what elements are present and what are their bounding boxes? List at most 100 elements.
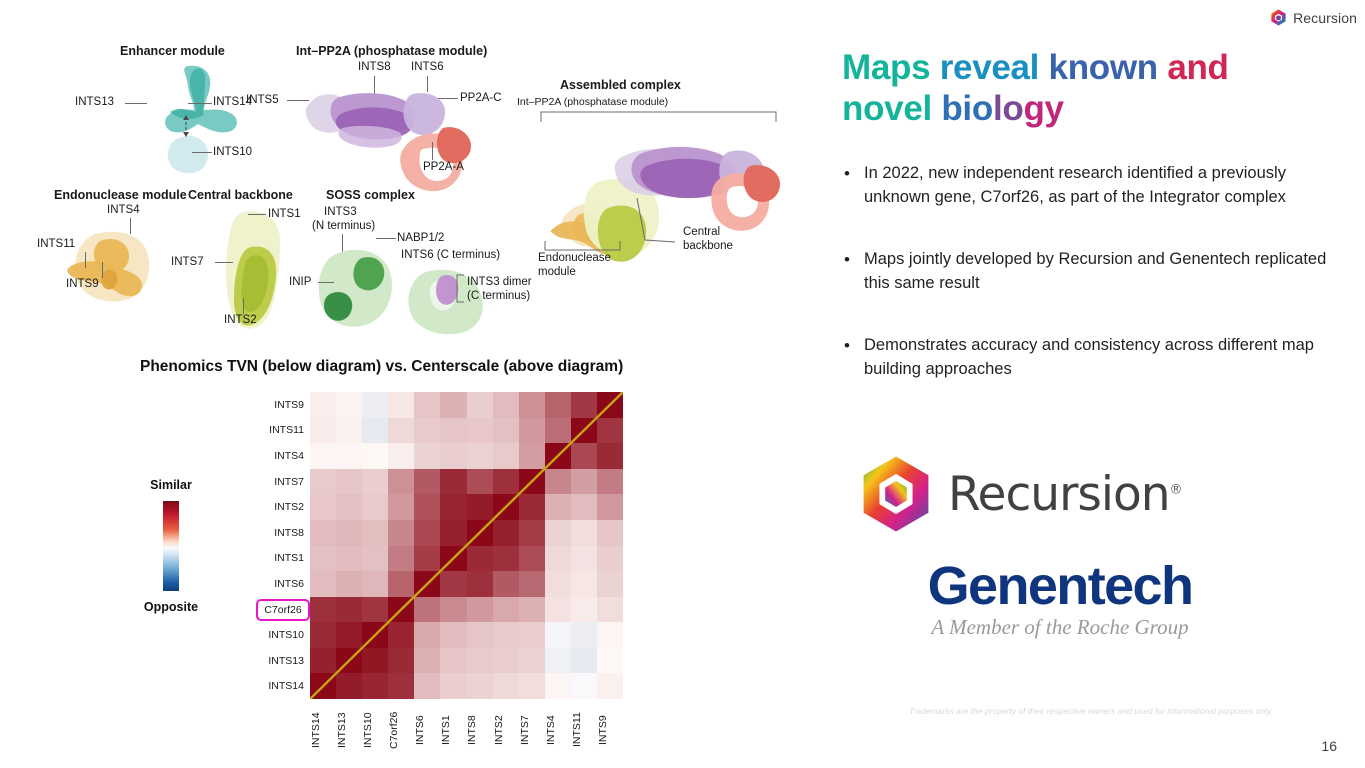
leader-ints3-n	[342, 234, 343, 252]
heatmap-cell	[596, 622, 623, 648]
partner-logos: Recursion® Genentech A Member of the Roc…	[860, 455, 1280, 640]
heatmap-cell	[414, 392, 441, 418]
label-ints14: INTS14	[213, 96, 252, 108]
leader-ints2	[243, 298, 244, 314]
heatmap-figure: INTS9 INTS11 INTS4 INTS7 INTS2 INTS8 INTS1 INTS…	[256, 392, 623, 764]
heatmap-cell	[388, 417, 415, 444]
heatmap-cell	[310, 519, 337, 546]
heatmap-cell	[440, 443, 467, 469]
label-ints3-n-terminus: (N terminus)	[312, 220, 376, 232]
page-title-segment-0: novel	[842, 88, 942, 128]
page-title-segment-2: known	[1048, 48, 1168, 87]
heatmap-cell	[466, 494, 493, 520]
page-title-segment-1: reveal	[939, 48, 1049, 87]
label-ints2: INTS2	[224, 314, 257, 326]
heatmap-cell	[570, 468, 597, 495]
bullet-text: In 2022, new independent research identi…	[864, 164, 1286, 206]
genentech-wordmark: Genentech	[927, 556, 1194, 616]
heatmap-cell	[492, 443, 519, 469]
assembled-pp2a-bracket	[540, 111, 777, 122]
heatmap-cell	[544, 647, 571, 674]
heatmap-cell	[570, 519, 597, 546]
pp2a-module-title: Int–PP2A (phosphatase module)	[296, 44, 488, 58]
heatmap-cell	[388, 392, 415, 418]
heatmap-cell	[518, 545, 545, 572]
heatmap-cell	[440, 494, 467, 520]
heatmap-cell	[414, 494, 441, 520]
page-title-line-2: novel biology	[842, 89, 1312, 130]
heatmap-cell	[336, 647, 363, 674]
heatmap-cell	[440, 647, 467, 674]
heatmap-cell	[570, 392, 597, 418]
leader-ints4	[130, 218, 131, 234]
heatmap-x-label: INTS13	[336, 712, 349, 748]
heatmap-cell	[544, 571, 571, 597]
heatmap-cell	[492, 673, 519, 699]
bullet-marker-icon: •	[844, 335, 850, 355]
heatmap-x-label: INTS7	[518, 715, 531, 746]
heatmap-cell	[414, 417, 441, 444]
heatmap-cell	[310, 468, 337, 495]
soss-complex-title: SOSS complex	[326, 188, 415, 202]
page-title-segment-2: lo	[992, 88, 1024, 128]
heatmap-cell	[596, 545, 623, 572]
heatmap-cell	[466, 468, 493, 495]
legend-bottom-label: Opposite	[143, 600, 199, 614]
genentech-tagline: A Member of the Roche Group	[931, 615, 1189, 639]
heatmap-cell	[466, 673, 493, 699]
heatmap-cell	[544, 392, 571, 418]
ints3-dimer-bracket	[456, 274, 464, 303]
heatmap-cell	[310, 596, 337, 623]
leader-ints11	[85, 252, 86, 268]
right-column: Maps reveal known and novel biology • In …	[820, 0, 1365, 768]
leader-ints5	[287, 100, 309, 101]
heatmap-cell	[310, 571, 337, 597]
heatmap-cell	[310, 417, 337, 444]
c7orf26-highlight-box[interactable]: C7orf26	[256, 598, 310, 621]
label-nabp: NABP1/2	[397, 232, 445, 244]
leader-ints1	[248, 214, 266, 215]
heatmap-cell	[414, 443, 441, 469]
leader-ints7	[215, 262, 233, 263]
heatmap-cell	[388, 468, 415, 495]
heatmap-cell	[518, 417, 545, 444]
leader-ints10	[192, 152, 212, 153]
heatmap-y-axis-labels: INTS9 INTS11 INTS4 INTS7 INTS2 INTS8 INTS1 INTS…	[262, 392, 310, 699]
page-title-segment-0: Maps	[842, 48, 940, 87]
heatmap-y-label: INTS7	[274, 475, 304, 488]
heatmap-cell	[544, 519, 571, 546]
heatmap-cell	[570, 494, 597, 520]
heatmap-y-label: INTS8	[274, 526, 304, 539]
heatmap-cell	[414, 468, 441, 495]
page-title: Maps reveal known and novel biology	[842, 48, 1312, 130]
heatmap-y-label: INTS10	[268, 629, 304, 642]
heatmap-cell	[388, 596, 415, 623]
heatmap-cell	[362, 417, 389, 444]
bullet-marker-icon: •	[844, 249, 850, 269]
heatmap-cell	[466, 519, 493, 546]
heatmap-cell	[362, 545, 389, 572]
heatmap-cell	[492, 622, 519, 648]
heatmap-cell	[310, 545, 337, 572]
heatmap-cell	[466, 545, 493, 572]
heatmap-y-label: INTS1	[274, 552, 304, 565]
heatmap-cell	[440, 596, 467, 623]
corner-brand-logo: Recursion	[1270, 9, 1357, 26]
heatmap-cell	[570, 443, 597, 469]
heatmap-cell	[440, 519, 467, 546]
heatmap-x-label: INTS8	[466, 715, 479, 746]
enhancer-module-shape	[165, 65, 237, 133]
heatmap-cell	[570, 417, 597, 444]
heatmap-cell	[492, 647, 519, 674]
assembled-complex-title: Assembled complex	[560, 78, 681, 92]
heatmap-y-label: INTS14	[268, 680, 304, 693]
heatmap-cell	[414, 622, 441, 648]
enhancer-module-title: Enhancer module	[120, 44, 225, 58]
heatmap-x-label: INTS1	[440, 715, 453, 746]
label-ints5: INTS5	[246, 94, 279, 106]
heatmap-cell	[336, 596, 363, 623]
heatmap-cell	[596, 494, 623, 520]
heatmap-x-label: INTS11	[570, 712, 583, 748]
heatmap-cell	[440, 468, 467, 495]
bullet-text: Maps jointly developed by Recursion and …	[864, 249, 1327, 292]
